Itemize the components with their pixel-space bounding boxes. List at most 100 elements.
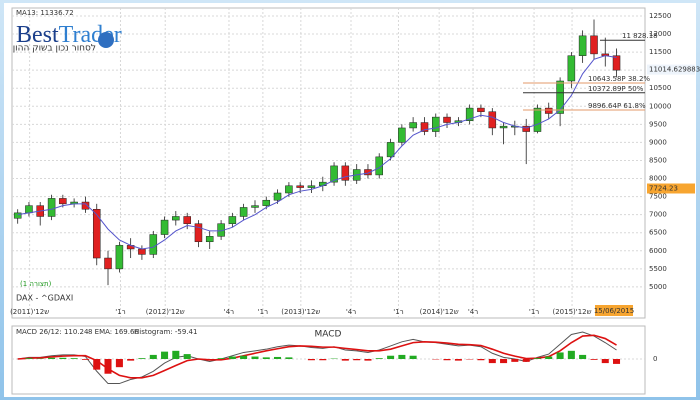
histogram-bar: [149, 354, 157, 359]
y-tick-label: 7000: [649, 211, 667, 219]
date-label: 15/06/2015: [594, 307, 634, 315]
candle-body: [81, 201, 90, 210]
candle-body: [375, 156, 383, 176]
candle-body: [477, 107, 485, 112]
histogram-bar: [228, 356, 236, 359]
histogram-bar: [217, 358, 225, 359]
y-tick-label: 11500: [649, 48, 671, 56]
candle-body: [420, 122, 429, 132]
main-plot: [11, 7, 646, 319]
y-tick-label: 10000: [649, 102, 671, 110]
y-tick-label: 8000: [649, 175, 667, 183]
candle-body: [488, 111, 497, 129]
candle-body: [398, 127, 406, 143]
y-tick-label: 7500: [649, 193, 667, 201]
histogram-bar: [341, 359, 349, 361]
x-tick-label: (2011)'12ש: [10, 308, 49, 316]
candle-body: [499, 125, 508, 129]
y-tick-label: 10500: [649, 84, 671, 92]
histogram-bar: [567, 350, 575, 359]
histogram-bar: [285, 357, 293, 359]
candle-body: [205, 236, 214, 243]
candle-body: [138, 248, 146, 255]
histogram-bar: [443, 359, 451, 361]
level-label: 10372.89P 50%: [588, 85, 644, 93]
y-tick-label: 0: [653, 355, 657, 363]
price-marker-label: 11014.629883: [649, 66, 700, 74]
histogram-bar: [454, 359, 462, 361]
histogram-bar: [93, 359, 101, 370]
y-tick-label: 5500: [649, 265, 667, 273]
histogram-bar: [206, 359, 214, 361]
histogram-bar: [70, 358, 78, 359]
histogram-bar: [488, 359, 496, 364]
candle-body: [92, 208, 101, 259]
candle-body: [578, 35, 587, 56]
legend-entry: MACD 26/12: 110.24: [16, 328, 89, 336]
candle-body: [13, 212, 22, 219]
candle-body: [307, 185, 316, 188]
histogram-bar: [48, 357, 56, 359]
histogram-bar: [533, 358, 541, 359]
histogram-bar: [25, 358, 33, 359]
histogram-bar: [556, 352, 564, 359]
histogram-bar: [613, 359, 621, 364]
histogram-bar: [409, 355, 417, 359]
histogram-bar: [104, 359, 112, 374]
candle-body: [296, 185, 304, 188]
macd-line: [17, 334, 617, 379]
level-label: 11 828.18: [622, 32, 658, 40]
legend-entry: 8 EMA: 169.66: [88, 328, 139, 336]
candle-body: [160, 219, 169, 235]
candle-body: [194, 223, 203, 243]
indicator-label: MA13: 11336.72: [16, 9, 74, 17]
candle-body: [409, 122, 417, 129]
x-tick-label: (2015)'12ש: [553, 308, 592, 316]
x-tick-label: '1ר: [115, 308, 125, 316]
histogram-bar: [138, 358, 146, 359]
x-tick-label: '4ר: [224, 308, 234, 316]
candle-body: [59, 198, 67, 205]
y-tick-label: 12500: [649, 12, 671, 20]
candle-body: [341, 165, 350, 181]
candle-body: [115, 245, 124, 270]
histogram-bar: [81, 359, 90, 360]
y-tick-label: 9500: [649, 120, 667, 128]
histogram-bar: [601, 359, 609, 364]
x-tick-label: '4ר: [346, 308, 356, 316]
candle-body: [239, 207, 248, 217]
candle-body: [262, 199, 271, 206]
candle-body: [25, 205, 33, 214]
logo-icon: [98, 32, 114, 48]
histogram-bar: [511, 359, 519, 362]
y-tick-label: 6000: [649, 247, 667, 255]
y-tick-label: 9000: [649, 138, 667, 146]
legend-entry: Histogram: -59.41: [134, 328, 197, 336]
histogram-bar: [364, 359, 372, 361]
ma-line: [17, 55, 617, 250]
level-label: 9896.64P 61.8%: [588, 102, 646, 110]
histogram-bar: [115, 359, 123, 368]
candle-body: [330, 165, 338, 183]
y-tick-label: 8500: [649, 156, 667, 164]
y-tick-label: 12000: [649, 30, 671, 38]
candle-body: [47, 198, 56, 217]
candle-body: [172, 216, 180, 221]
candle-body: [612, 55, 621, 71]
histogram-bar: [251, 356, 259, 359]
tagline: לסחור נכון בשוק ההון: [13, 44, 96, 54]
price-marker-box: [647, 183, 695, 194]
candle-body: [533, 107, 542, 132]
candle-body: [183, 216, 191, 224]
histogram-bar: [387, 355, 395, 359]
candle-body: [251, 205, 259, 208]
pattern-label: (1 תצורה): [20, 280, 52, 288]
histogram-bar: [500, 359, 508, 364]
price-marker-label: 7724.23: [649, 184, 678, 192]
histogram-bar: [579, 354, 587, 359]
x-tick-label: (2013)'12ש: [281, 308, 320, 316]
candle-body: [465, 107, 474, 121]
x-tick-label: '1ר: [258, 308, 268, 316]
histogram-bar: [161, 351, 169, 359]
